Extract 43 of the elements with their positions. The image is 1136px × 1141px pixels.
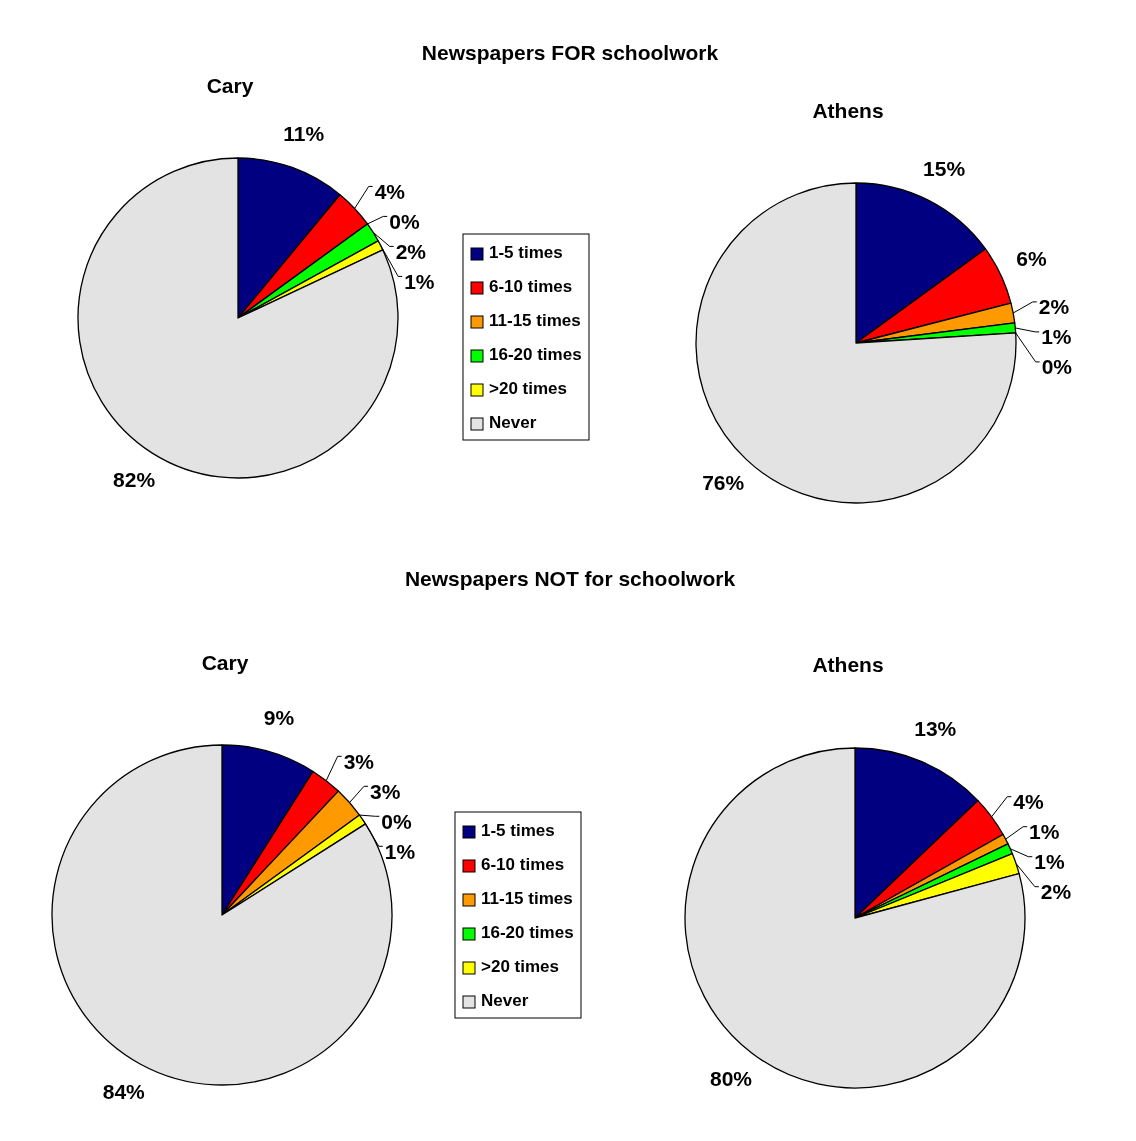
- chart-title: Athens: [812, 99, 884, 122]
- text: 0%: [381, 809, 412, 833]
- chart-title: Cary: [201, 651, 249, 674]
- legend-label: 16-20 times: [489, 345, 582, 365]
- data-label: 1%: [404, 269, 435, 293]
- text: 0%: [389, 209, 420, 233]
- data-label: 1%: [1029, 820, 1060, 844]
- legend-label: 1-5 times: [481, 821, 555, 841]
- data-label: 11%: [283, 122, 325, 146]
- data-label: 82%: [113, 468, 156, 492]
- legend-label: 16-20 times: [481, 923, 574, 943]
- data-label: 9%: [263, 705, 295, 729]
- data-label: 13%: [914, 717, 957, 740]
- legend-label: 6-10 times: [481, 855, 565, 875]
- text: Newspapers NOT for schoolwork: [404, 567, 736, 590]
- pie-slice: [695, 182, 1017, 504]
- data-label: 2%: [1040, 880, 1072, 904]
- legend-label: >20 times: [489, 379, 567, 399]
- data-label: 3%: [343, 749, 375, 773]
- data-label: 1%: [384, 839, 416, 863]
- legend-label: >20 times: [481, 957, 559, 977]
- legend-label: 1-5 times: [489, 243, 563, 263]
- text: Newspapers FOR schoolwork: [421, 41, 719, 64]
- data-label: 15%: [923, 156, 966, 180]
- data-label: 1%: [1041, 325, 1072, 349]
- data-label: 4%: [374, 179, 406, 203]
- legend-label: Never: [489, 413, 537, 433]
- text: 0%: [1041, 355, 1072, 379]
- data-label: 76%: [702, 470, 745, 494]
- data-label: 2%: [395, 239, 427, 263]
- legend-label: 11-15 times: [481, 889, 573, 909]
- legend-label: Never: [481, 991, 529, 1011]
- data-label: 6%: [1016, 246, 1048, 270]
- data-label: 4%: [1013, 790, 1044, 814]
- data-label: 80%: [710, 1066, 753, 1090]
- data-label: 3%: [370, 779, 401, 803]
- chart-title: Athens: [812, 653, 884, 676]
- legend-label: 6-10 times: [489, 277, 573, 297]
- legend-label: 11-15 times: [489, 311, 581, 331]
- chart-title: Cary: [206, 74, 254, 97]
- data-label: 1%: [1034, 850, 1065, 874]
- data-label: 84%: [102, 1080, 146, 1104]
- data-label: 2%: [1038, 295, 1070, 319]
